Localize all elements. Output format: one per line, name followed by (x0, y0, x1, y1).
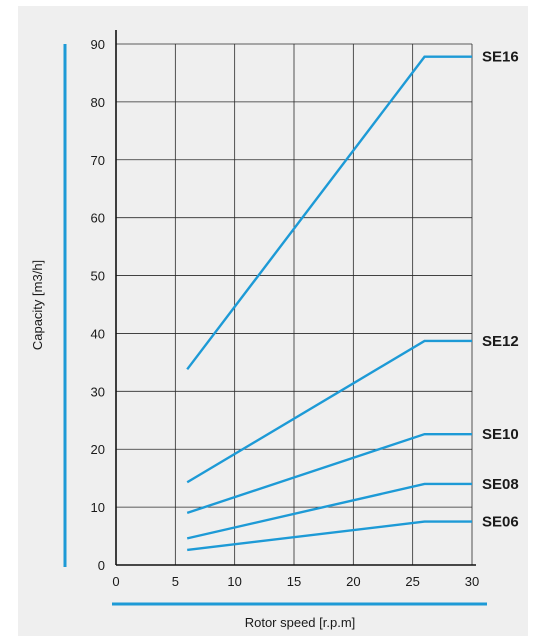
x-tick-label: 20 (346, 574, 360, 589)
series-label-se16: SE16 (482, 49, 519, 66)
series-label-se08: SE08 (482, 476, 519, 493)
x-tick-label: 10 (227, 574, 241, 589)
y-tick-label: 40 (91, 326, 105, 341)
x-axis-label: Rotor speed [r.p.m] (245, 615, 356, 630)
y-tick-label: 10 (91, 500, 105, 515)
series-line-se08 (186, 482, 472, 540)
x-tick-label: 25 (405, 574, 419, 589)
grid (116, 43, 473, 565)
y-tick-label: 20 (91, 442, 105, 457)
x-tick-label: 30 (465, 574, 479, 589)
series-label-se12: SE12 (482, 333, 519, 350)
series-labels: SE16 SE12 SE10 SE08 SE06 (482, 49, 519, 531)
y-tick-label: 0 (98, 558, 105, 573)
series-line-se12 (186, 339, 472, 484)
x-tick-label: 5 (172, 574, 179, 589)
series-line-se06 (187, 520, 472, 552)
chart-panel (18, 6, 528, 636)
y-tick-label: 90 (91, 37, 105, 52)
series-label-se10: SE10 (482, 426, 519, 443)
axis-accent-bars (63, 44, 487, 606)
y-tick-label: 60 (91, 211, 105, 226)
series-lines (186, 55, 472, 552)
y-tick-label: 30 (91, 384, 105, 399)
series-line-se10 (186, 432, 472, 515)
y-axis-label: Capacity [m3/h] (30, 260, 45, 350)
y-tick-label: 70 (91, 153, 105, 168)
series-label-se06: SE06 (482, 514, 519, 531)
series-line-se16 (186, 55, 472, 371)
x-tick-label: 15 (287, 574, 301, 589)
y-tick-label: 50 (91, 269, 105, 284)
tick-labels: 0 5 10 15 20 25 30 0 10 20 30 40 50 60 70 80 90 (91, 37, 480, 589)
y-tick-label: 80 (91, 95, 105, 110)
axes (115, 30, 476, 566)
x-tick-label: 0 (112, 574, 119, 589)
